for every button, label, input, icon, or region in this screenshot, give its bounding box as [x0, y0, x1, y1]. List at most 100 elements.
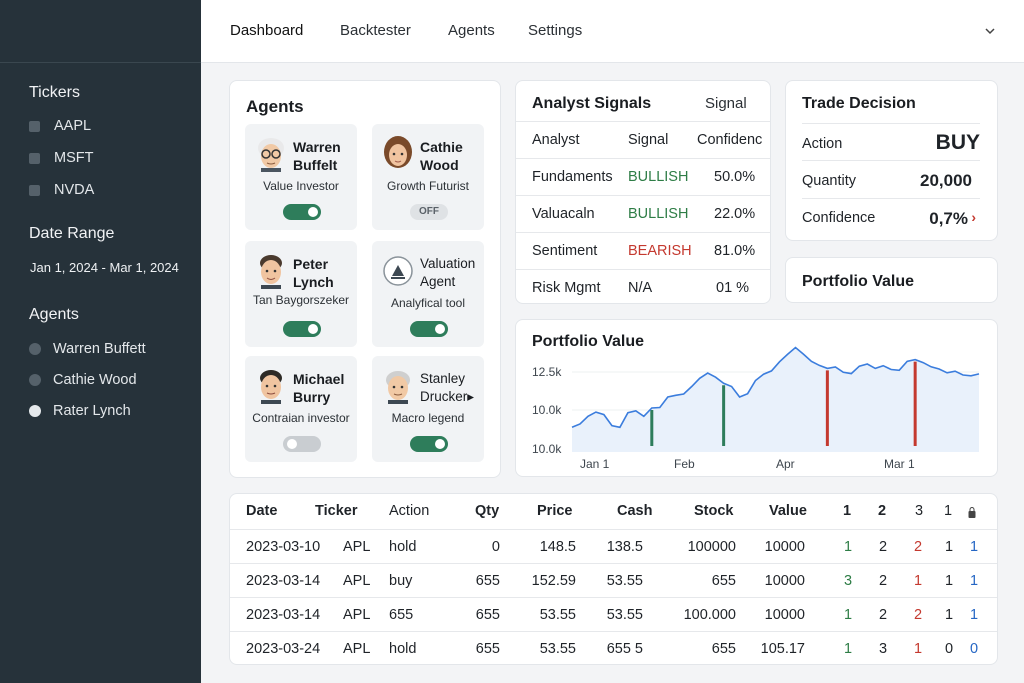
cell-cash: 53.55 — [606, 573, 643, 589]
signal-value: BEARISH — [628, 243, 692, 259]
signal-value: BULLISH — [628, 206, 689, 222]
table-row[interactable]: 2023-03-14 APL 655 655 53.55 53.55 100.000 1000… — [230, 597, 997, 631]
agents-card-title: Agents — [246, 97, 304, 116]
cell-c4: 1 — [945, 607, 954, 623]
signal-row[interactable]: Sentiment BEARISH 81.0% — [516, 232, 770, 269]
col-header-qty: Qty — [475, 503, 500, 519]
analyst-name: Valuacaln — [532, 206, 595, 222]
table-row[interactable]: 2023-03-14 APL buy 655 152.59 53.55 655 10000 3 2… — [230, 563, 997, 597]
cell-qty: 655 — [475, 641, 500, 657]
cell-c5: 1 — [970, 539, 979, 555]
agent-card-michael-burry[interactable]: Michael Burry Contraian investor — [245, 356, 357, 462]
cell-c4: 1 — [945, 573, 954, 589]
table-row[interactable]: 2023-03-10 APL hold 0 148.5 138.5 100000 10000 1… — [230, 529, 997, 563]
confidence-value: 50.0% — [714, 169, 756, 185]
agent-name: Warren Buffelt — [293, 138, 357, 174]
agent-name: Stanley Drucker▸ — [420, 370, 484, 406]
cell-c1: 1 — [844, 539, 853, 555]
agent-role: Tan Baygorszeker — [252, 293, 350, 307]
radio-icon[interactable] — [29, 343, 41, 355]
signal-row[interactable]: Risk Mgmt N/A 01 % — [516, 269, 770, 303]
col-header-price: Price — [537, 503, 573, 519]
sidebar-agent-cathie-wood[interactable]: Cathie Wood — [29, 372, 137, 388]
ticker-item-nvda[interactable]: NVDA — [29, 182, 94, 198]
radio-icon[interactable] — [29, 374, 41, 386]
cell-action: buy — [389, 573, 413, 589]
date-range-value[interactable]: Jan 1, 2024 - Mar 1, 2024 — [30, 260, 179, 275]
toggle-knob — [308, 207, 318, 217]
col-header-analyst: Analyst — [532, 132, 580, 148]
cell-value: 10000 — [764, 607, 805, 623]
agent-role: Analyfical tool — [390, 296, 466, 310]
table-header-row: Date Ticker Action Qty Price Cash Stock … — [230, 494, 997, 528]
sidebar-agent-rater-lynch[interactable]: Rater Lynch — [29, 403, 131, 419]
y-tick-label: 10.0k — [532, 442, 562, 456]
cell-stock: 100000 — [687, 539, 736, 555]
agent-toggle[interactable] — [283, 321, 321, 337]
cell-price: 53.55 — [539, 641, 576, 657]
cell-cash: 138.5 — [606, 539, 643, 555]
agent-toggle[interactable] — [410, 321, 448, 337]
agent-toggle[interactable] — [410, 436, 448, 452]
nav-dashboard[interactable]: Dashboard — [230, 22, 304, 39]
x-tick-label: Apr — [776, 457, 795, 471]
agent-name: Valuation Agent — [420, 255, 484, 291]
sidebar-agent-warren-buffett[interactable]: Warren Buffett — [29, 341, 146, 357]
nav-agents[interactable]: Agents — [448, 22, 495, 39]
cell-c3: 1 — [914, 641, 923, 657]
table-row[interactable]: 2023-03-24 APL hold 655 53.55 655 5 655 105.17 1… — [230, 631, 997, 664]
agent-name: Peter Lynch — [293, 255, 357, 291]
cell-stock: 100.000 — [683, 607, 736, 623]
x-tick-label: Jan 1 — [580, 457, 610, 471]
checkbox-icon[interactable] — [29, 184, 40, 196]
radio-icon-selected[interactable] — [29, 405, 41, 417]
agent-name-line1: Peter — [293, 256, 329, 272]
analyst-name: Fundaments — [532, 169, 613, 185]
signal-row[interactable]: Fundaments BULLISH 50.0% — [516, 158, 770, 195]
col-header-cash: Cash — [617, 503, 653, 519]
chart-title: Portfolio Value — [532, 333, 645, 350]
checkbox-icon[interactable] — [29, 120, 40, 132]
agent-toggle[interactable] — [283, 204, 321, 220]
cell-date: 2023-03-14 — [246, 573, 321, 589]
agent-label: Warren Buffett — [53, 341, 146, 357]
agent-toggle-off[interactable] — [283, 436, 321, 452]
agent-toggle-off[interactable]: OFF — [410, 204, 448, 220]
agent-card-valuation[interactable]: Valuation Agent Analyfical tool — [372, 241, 484, 347]
agent-name: Michael Burry — [293, 370, 357, 406]
agent-name-line2: Lynch — [293, 274, 334, 290]
col-header-confidence: Confidenc — [697, 132, 763, 148]
cell-cash: 655 5 — [606, 641, 643, 657]
agent-card-warren-buffett[interactable]: Warren Buffelt Value Investor — [245, 124, 357, 230]
agent-role: Contraian investor — [252, 411, 350, 425]
trend-marker-icon: › — [971, 209, 976, 225]
cell-ticker: APL — [343, 641, 371, 657]
valuation-icon — [383, 256, 413, 286]
agent-card-stanley-druckenmiller[interactable]: Stanley Drucker▸ Macro legend — [372, 356, 484, 462]
col-header-date: Date — [246, 503, 278, 519]
cell-c4: 0 — [945, 641, 954, 657]
nav-settings[interactable]: Settings — [528, 22, 583, 39]
tickers-heading: Tickers — [29, 84, 80, 101]
ticker-item-aapl[interactable]: AAPL — [29, 118, 91, 134]
cell-c4: 1 — [945, 539, 954, 555]
cell-value: 10000 — [764, 573, 805, 589]
trade-row-action: Action BUY — [802, 123, 980, 161]
y-tick-label: 10.0k — [532, 403, 562, 417]
agent-label: Rater Lynch — [53, 403, 131, 419]
cell-stock: 655 — [711, 573, 736, 589]
nav-backtester[interactable]: Backtester — [340, 22, 411, 39]
ticker-item-msft[interactable]: MSFT — [29, 150, 93, 166]
col-header-value: Value — [769, 503, 807, 519]
cell-c2: 2 — [879, 539, 888, 555]
agent-card-cathie-wood[interactable]: Cathie Wood Growth Futurist OFF — [372, 124, 484, 230]
agent-name-line1: Valuation — [420, 256, 476, 271]
signal-row[interactable]: Valuacaln BULLISH 22.0% — [516, 195, 770, 232]
chevron-down-icon[interactable] — [984, 26, 996, 36]
signals-header-row: Analyst Signal Confidenc — [516, 121, 770, 158]
trade-label: Quantity — [802, 173, 856, 189]
agent-card-peter-lynch[interactable]: Peter Lynch Tan Baygorszeker — [245, 241, 357, 347]
y-tick-label: 12.5k — [532, 365, 562, 379]
x-tick-label: Mar 1 — [884, 457, 915, 471]
checkbox-icon[interactable] — [29, 152, 40, 164]
